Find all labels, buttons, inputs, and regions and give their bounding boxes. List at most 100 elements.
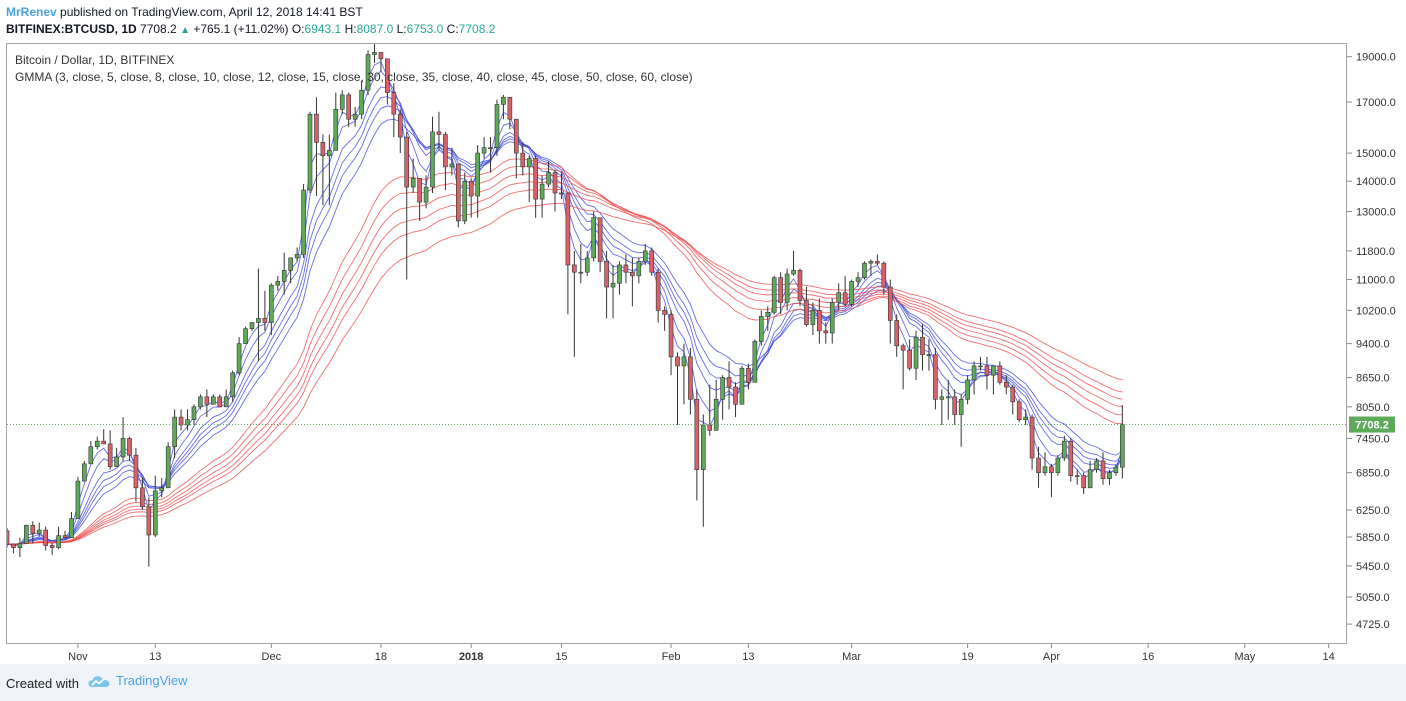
candle-up xyxy=(294,254,300,259)
candle-down xyxy=(797,270,803,301)
candle-up xyxy=(546,172,551,185)
candle-down xyxy=(887,286,893,321)
low-value: 6753.0 xyxy=(406,22,444,36)
candle-up xyxy=(269,284,274,323)
candle-down xyxy=(1016,401,1022,421)
candle-up xyxy=(327,150,332,157)
candle-down xyxy=(604,261,609,288)
candle-down xyxy=(1004,381,1009,388)
candle-down xyxy=(436,131,442,135)
long-ema-line-45 xyxy=(7,181,1123,545)
open-label: O: xyxy=(291,22,305,36)
close-label: C: xyxy=(446,22,459,36)
candle-up xyxy=(88,446,94,465)
candle-down xyxy=(655,271,661,311)
long-ema-line-50 xyxy=(7,188,1123,545)
y-tick-label: 8650.0 xyxy=(1356,373,1390,385)
footer: Created with TradingView xyxy=(0,664,1406,701)
candle-up xyxy=(307,113,313,191)
candle-up xyxy=(784,273,790,303)
candle-up xyxy=(868,261,874,264)
candle-up xyxy=(56,535,61,548)
long-ema-line-35 xyxy=(7,165,1123,545)
candle-up xyxy=(198,396,203,408)
candle-up xyxy=(501,96,506,105)
candle-up xyxy=(1074,475,1080,477)
price-chart[interactable]: 19000.0 17000.0 15000.0 14000.0 13000.0 11800… xyxy=(0,0,1406,664)
author-link[interactable]: MrRenev xyxy=(6,5,57,19)
x-tick-label: 13 xyxy=(742,651,754,663)
candle-up xyxy=(120,438,126,458)
up-arrow-icon: ▲ xyxy=(180,25,190,36)
y-tick-label: 5450.0 xyxy=(1356,561,1390,573)
x-tick-label: Mar xyxy=(842,651,861,663)
candle-up xyxy=(1055,457,1061,473)
candle-up xyxy=(339,94,345,110)
legend-title: Bitcoin / Dollar, 1D, BITFINEX xyxy=(15,53,175,67)
candle-up xyxy=(430,131,435,188)
candle-down xyxy=(217,396,223,408)
candle-up xyxy=(926,354,932,356)
candle-down xyxy=(907,349,912,369)
chart-frame[interactable] xyxy=(6,43,1347,644)
y-tick-label: 6850.0 xyxy=(1356,468,1390,480)
candle-down xyxy=(675,356,680,367)
candle-down xyxy=(133,454,139,489)
candle-up xyxy=(475,152,480,197)
tradingview-link[interactable]: TradingView xyxy=(88,673,188,688)
candle-down xyxy=(456,163,461,222)
candle-down xyxy=(630,271,635,277)
candle-down xyxy=(320,142,326,157)
candle-down xyxy=(391,92,397,115)
legend-indicator[interactable]: GMMA (3, close, 5, close, 8, close, 10, … xyxy=(15,70,693,84)
candle-down xyxy=(881,262,887,288)
candle-up xyxy=(526,158,532,168)
candle-up xyxy=(739,367,745,405)
candle-down xyxy=(565,192,571,266)
tradingview-brand: TradingView xyxy=(116,673,188,688)
candle-up xyxy=(359,89,364,115)
candle-up xyxy=(1062,440,1067,459)
candle-up xyxy=(978,365,983,368)
x-tick-label: Feb xyxy=(662,651,681,663)
candle-down xyxy=(746,367,751,383)
short-ema-line-15 xyxy=(7,118,1123,545)
candle-down xyxy=(623,264,629,273)
candle-down xyxy=(204,396,210,405)
candle-up xyxy=(152,490,158,536)
candle-down xyxy=(533,158,538,200)
candle-down xyxy=(694,399,700,471)
candle-up xyxy=(82,463,87,482)
change-text: +765.1 (+11.02%) xyxy=(193,22,289,36)
candle-up xyxy=(211,396,216,405)
y-tick-label: 13000.0 xyxy=(1356,206,1396,218)
candle-up xyxy=(771,277,777,313)
candle-up xyxy=(243,328,248,344)
candle-down xyxy=(707,424,713,431)
y-tick-label: 5050.0 xyxy=(1356,592,1390,604)
y-tick-label: 5850.0 xyxy=(1356,532,1390,544)
x-tick-label: 14 xyxy=(1323,651,1335,663)
candle-down xyxy=(1036,457,1041,473)
candle-up xyxy=(759,316,764,342)
candle-down xyxy=(597,217,603,262)
header: MrRenev published on TradingView.com, Ap… xyxy=(0,0,1406,40)
candle-up xyxy=(855,277,861,282)
candle-up xyxy=(636,261,642,277)
candle-up xyxy=(559,192,564,195)
candle-down xyxy=(1100,460,1106,479)
high-label: H: xyxy=(344,22,357,36)
x-tick-label: 16 xyxy=(1142,651,1154,663)
candle-up xyxy=(301,189,306,255)
candle-up xyxy=(94,440,100,448)
candle-down xyxy=(875,261,880,264)
candle-up xyxy=(810,310,816,325)
y-tick-label: 11800.0 xyxy=(1356,246,1395,258)
candle-up xyxy=(617,264,622,284)
last-price-label: 7708.2 xyxy=(1355,420,1389,432)
candle-down xyxy=(178,416,184,426)
candle-down xyxy=(397,113,403,138)
y-tick-label: 15000.0 xyxy=(1356,148,1396,160)
candle-down xyxy=(726,377,732,388)
long-ema-line-40 xyxy=(7,173,1123,545)
